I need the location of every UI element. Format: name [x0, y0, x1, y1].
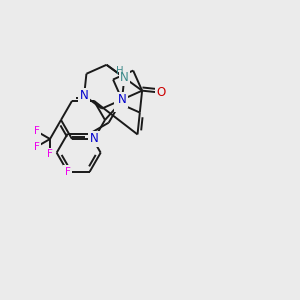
Text: N: N [118, 93, 126, 106]
Text: F: F [34, 126, 40, 136]
Text: F: F [65, 167, 70, 177]
Text: N: N [120, 71, 129, 84]
Text: O: O [156, 86, 165, 99]
Text: N: N [80, 89, 88, 102]
Text: F: F [34, 142, 40, 152]
Text: H: H [116, 66, 123, 76]
Text: N: N [90, 133, 98, 146]
Text: N: N [115, 97, 124, 110]
Text: F: F [47, 149, 53, 159]
